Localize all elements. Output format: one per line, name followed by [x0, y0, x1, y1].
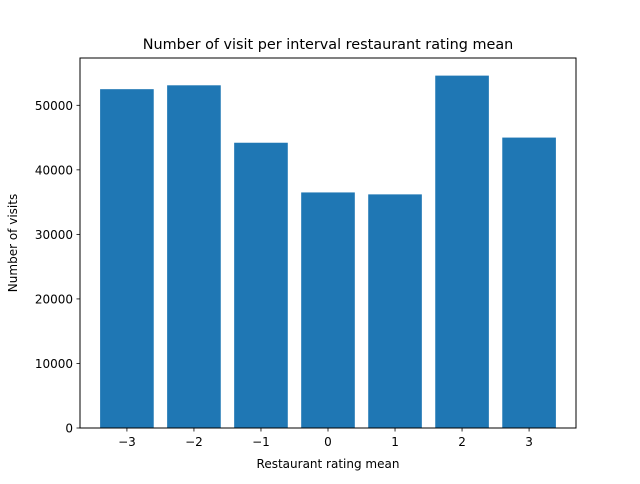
x-tick-label: 0 — [324, 435, 332, 449]
y-tick-label: 40000 — [35, 163, 73, 177]
bar-3 — [502, 137, 556, 428]
bar-−2 — [167, 85, 221, 429]
x-tick-label: 2 — [458, 435, 466, 449]
y-axis-label: Number of visits — [6, 194, 20, 292]
y-tick-label: 20000 — [35, 292, 73, 306]
x-tick-label: −2 — [185, 435, 203, 449]
y-tick-label: 30000 — [35, 228, 73, 242]
bar-0 — [301, 192, 355, 428]
y-tick-label: 50000 — [35, 99, 73, 113]
plot-frame — [79, 57, 577, 429]
x-tick-label: −3 — [118, 435, 136, 449]
chart-title: Number of visit per interval restaurant … — [143, 37, 514, 53]
y-tick-label: 0 — [65, 422, 73, 436]
bar-−3 — [100, 89, 154, 429]
bar-1 — [368, 194, 422, 428]
x-axis-ticks: −3 −2 −1 0 1 2 3 — [118, 428, 533, 449]
bar-2 — [435, 75, 489, 428]
x-tick-label: 1 — [391, 435, 399, 449]
x-tick-label: −1 — [252, 435, 270, 449]
y-axis-ticks: 0 10000 20000 30000 40000 50000 — [35, 99, 80, 436]
x-axis-label: Restaurant rating mean — [257, 457, 400, 471]
bars-group — [100, 75, 556, 429]
bar-−1 — [234, 142, 288, 428]
x-tick-label: 3 — [525, 435, 533, 449]
y-tick-label: 10000 — [35, 357, 73, 371]
